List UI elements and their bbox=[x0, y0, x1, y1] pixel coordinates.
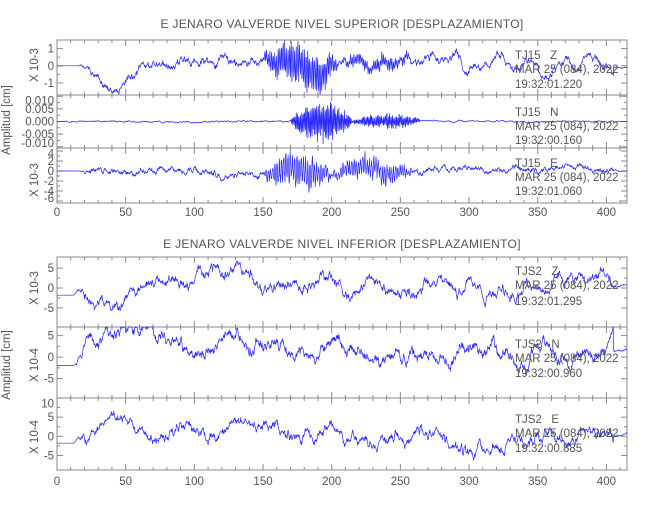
x-tick-label: 0 bbox=[54, 207, 60, 219]
y-tick-label: -0.010 bbox=[21, 138, 54, 150]
trace-panel: 5 0 -5X 10-4 TJS2 N MAR 25 (084), 2022 19:32:… bbox=[29, 326, 628, 399]
y-tick-label: 2 bbox=[48, 156, 54, 168]
waveform-trace bbox=[56, 326, 628, 376]
x-tick-label: 400 bbox=[597, 476, 616, 488]
date-label: MAR 25 (084), 2022 bbox=[515, 280, 619, 292]
station-label: TJ15 N bbox=[515, 107, 558, 119]
time-label: 19:32:00.885 bbox=[515, 443, 582, 455]
y-tick-label: 0 bbox=[48, 166, 54, 178]
x-tick-label: 200 bbox=[322, 207, 341, 219]
x-tick-label: 400 bbox=[597, 207, 616, 219]
panel-frame bbox=[56, 397, 628, 471]
date-label: MAR 25 (084), 2022 bbox=[515, 353, 619, 365]
station-label: TJ15 E bbox=[515, 158, 558, 170]
waveform-trace bbox=[56, 410, 628, 461]
y-tick-label: 0.010 bbox=[25, 96, 54, 108]
time-label: 19:32:01.060 bbox=[515, 186, 582, 198]
time-label: 19:32:01.295 bbox=[515, 296, 582, 308]
x-tick-label: 300 bbox=[459, 476, 478, 488]
date-label: MAR 25 (084), 2022 bbox=[515, 428, 619, 440]
y-axis-label: Amplitud [cm] bbox=[1, 85, 13, 155]
scale-label: X 10-3 bbox=[29, 48, 41, 82]
trace-panel: 5 0 -5X 10-3 TJS2 Z MAR 25 (084), 2022 19:32:… bbox=[29, 256, 628, 328]
y-tick-label: 0 bbox=[48, 431, 54, 443]
date-label: MAR 25 (084), 2022 bbox=[515, 172, 619, 184]
chart-title: E JENARO VALVERDE NIVEL INFERIOR [DESPLA… bbox=[163, 237, 521, 251]
chart-title: E JENARO VALVERDE NIVEL SUPERIOR [DESPLA… bbox=[160, 17, 523, 31]
x-tick-label: 350 bbox=[528, 476, 547, 488]
y-tick-label: 0 bbox=[48, 61, 54, 73]
waveform-trace bbox=[56, 101, 628, 145]
time-label: 19:32:00.160 bbox=[515, 135, 582, 147]
scale-label: X 10-4 bbox=[29, 347, 41, 381]
time-label: 19:32:00.960 bbox=[515, 368, 582, 380]
x-tick-label: 250 bbox=[391, 207, 410, 219]
scale-label: X 10-3 bbox=[29, 271, 41, 305]
waveform-trace bbox=[56, 150, 628, 193]
y-tick-label: -1 bbox=[44, 78, 54, 90]
x-tick-label: 100 bbox=[185, 476, 204, 488]
y-tick-label: -5 bbox=[44, 450, 54, 462]
station-label: TJS2 N bbox=[515, 339, 560, 351]
y-tick-label: 0 bbox=[48, 283, 54, 295]
y-tick-label: -0.005 bbox=[21, 129, 54, 141]
time-label: 19:32:01.220 bbox=[515, 79, 582, 91]
x-tick-label: 150 bbox=[253, 207, 272, 219]
y-tick-label: 5 bbox=[48, 412, 54, 424]
station-label: TJS2 Z bbox=[515, 266, 558, 278]
y-tick-label: -5 bbox=[44, 303, 54, 315]
x-tick-label: 0 bbox=[54, 476, 60, 488]
x-tick-label: 350 bbox=[528, 207, 547, 219]
x-tick-label: 200 bbox=[322, 476, 341, 488]
y-tick-label: 0 bbox=[48, 352, 54, 364]
y-tick-label: -5 bbox=[44, 374, 54, 386]
x-tick-label: 100 bbox=[185, 207, 204, 219]
trace-panel: 105 0 -5X 10-4 TJS2 E MAR 25 (084), 2022 19:3… bbox=[29, 397, 628, 471]
waveform-trace bbox=[56, 260, 628, 312]
x-tick-label: 150 bbox=[253, 476, 272, 488]
y-tick-label: 10 bbox=[41, 399, 54, 411]
waveform-trace bbox=[56, 39, 628, 96]
trace-panel: 1 0 -1X 10-3 TJ15 Z MAR 25 (084), 2022 19:32:… bbox=[29, 39, 628, 96]
y-tick-label: -4 bbox=[44, 186, 55, 198]
y-tick-label: 5 bbox=[48, 331, 54, 343]
y-tick-label: -6 bbox=[44, 193, 54, 205]
y-axis-label: Amplitud [cm] bbox=[1, 330, 13, 400]
x-tick-label: 300 bbox=[459, 207, 478, 219]
station-label: TJ15 Z bbox=[515, 50, 557, 62]
y-tick-label: 0.000 bbox=[25, 117, 54, 129]
chart-figure-1: E JENARO VALVERDE NIVEL INFERIOR [DESPLA… bbox=[1, 237, 628, 488]
date-label: MAR 25 (084), 2022 bbox=[515, 121, 619, 133]
date-label: MAR 25 (084), 2022 bbox=[515, 64, 619, 76]
x-tick-label: 250 bbox=[391, 476, 410, 488]
scale-label: X 10-3 bbox=[29, 163, 41, 197]
y-tick-label: 1 bbox=[48, 44, 54, 56]
y-tick-label: -2 bbox=[44, 176, 54, 188]
chart-figure-0: E JENARO VALVERDE NIVEL SUPERIOR [DESPLA… bbox=[1, 17, 628, 219]
scale-label: X 10-4 bbox=[29, 419, 41, 453]
y-tick-label: 0.005 bbox=[25, 104, 54, 116]
x-tick-label: 50 bbox=[119, 476, 132, 488]
y-tick-label: 5 bbox=[48, 263, 54, 275]
station-label: TJS2 E bbox=[515, 414, 559, 426]
x-tick-label: 50 bbox=[119, 207, 132, 219]
trace-panel: 420-2-4-6X 10-3 TJ15 E MAR 25 (084), 2022 1… bbox=[29, 147, 628, 205]
y-tick-label: 4 bbox=[48, 149, 55, 161]
